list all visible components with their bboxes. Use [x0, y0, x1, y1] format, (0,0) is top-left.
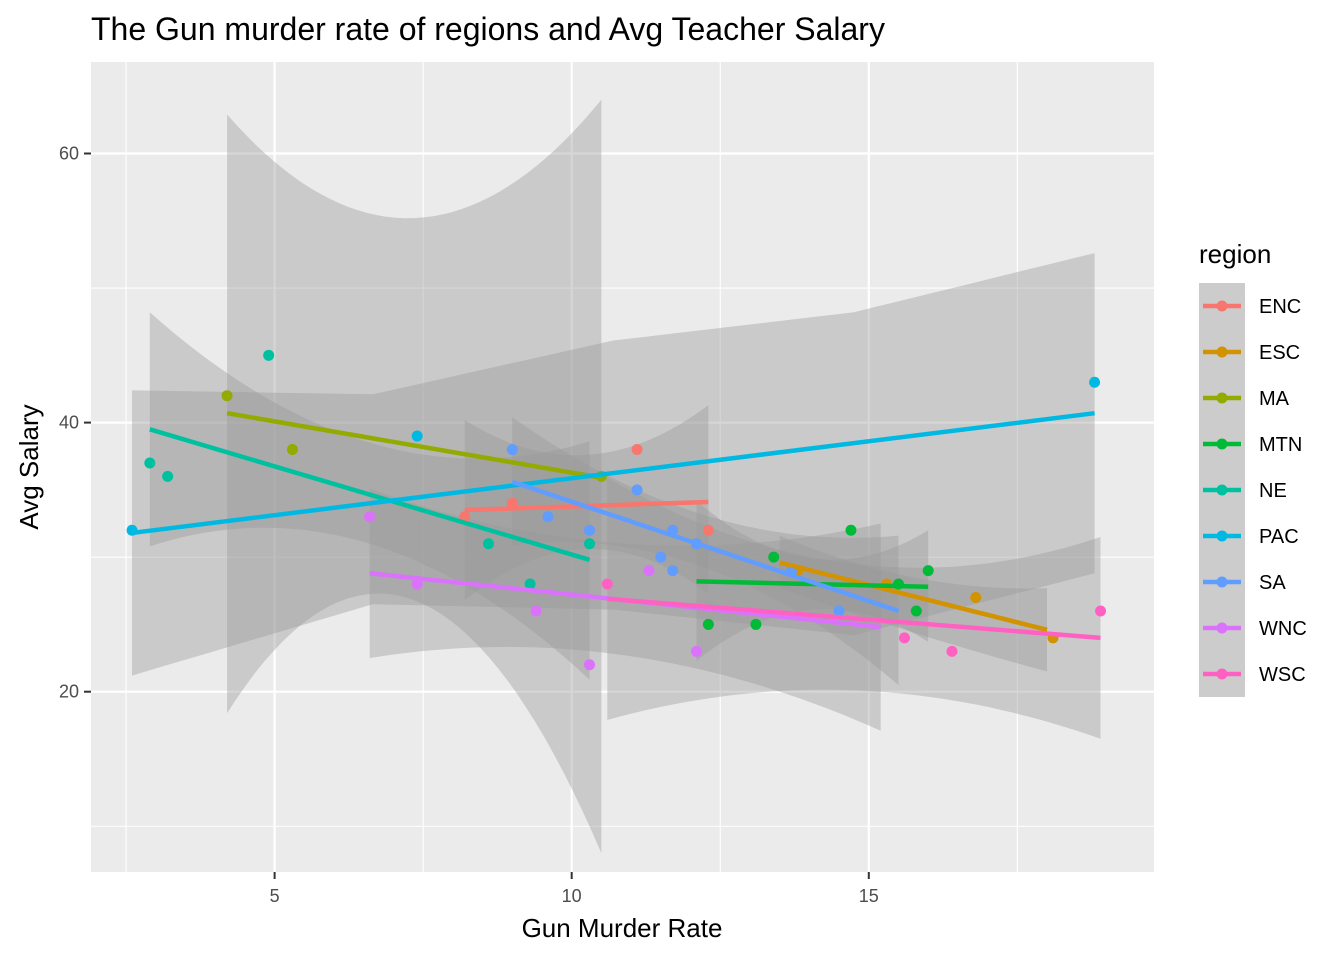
y-tick-label: 20: [59, 682, 79, 702]
data-point-mtn: [750, 618, 762, 630]
data-point-enc: [702, 524, 714, 536]
legend-key-point: [1216, 438, 1228, 450]
data-point-pac: [1089, 376, 1101, 388]
data-point-wnc: [690, 645, 702, 657]
data-point-ne: [524, 578, 536, 590]
data-point-esc: [970, 592, 982, 604]
data-point-wnc: [530, 605, 542, 617]
fit-lines: [131, 410, 1101, 641]
confidence-bands: [132, 99, 1101, 854]
legend-key-point: [1216, 484, 1228, 496]
fit-line-ma: [226, 410, 602, 480]
fit-line-wsc: [607, 596, 1101, 641]
data-point-mtn: [702, 618, 714, 630]
y-axis-ticks: 20 40 60: [59, 143, 91, 702]
fit-line-ne: [149, 427, 591, 562]
data-point-ma: [221, 390, 233, 402]
legend-label: NE: [1259, 480, 1287, 502]
data-point-sa: [506, 444, 518, 456]
legend-key-point: [1216, 392, 1228, 404]
confidence-band-pac: [132, 253, 1095, 676]
data-point-sa: [584, 524, 596, 536]
data-point-ne: [584, 538, 596, 550]
data-point-wsc: [898, 632, 910, 644]
confidence-band-esc: [779, 535, 1047, 672]
confidence-band-sa: [512, 417, 899, 685]
data-point-wnc: [411, 578, 423, 590]
legend-item-esc: ESC: [1199, 329, 1300, 375]
chart-title: The Gun murder rate of regions and Avg T…: [91, 11, 885, 47]
legend-label: WSC: [1259, 664, 1306, 686]
x-axis-ticks: 5 10 15: [270, 872, 879, 906]
data-point-mtn: [768, 551, 780, 563]
legend-item-sa: SA: [1199, 559, 1286, 605]
data-point-wnc: [584, 659, 596, 671]
legend-label: MTN: [1259, 434, 1302, 456]
legend-label: ESC: [1259, 342, 1300, 364]
legend: region ENC ESC MA MTN NE PAC SA WNC WSC: [1199, 239, 1307, 697]
data-point-wnc: [643, 565, 655, 577]
data-point-ne: [263, 349, 275, 361]
data-point-enc: [506, 497, 518, 509]
y-tick-label: 60: [59, 143, 79, 163]
legend-item-mtn: MTN: [1199, 421, 1302, 467]
legend-key-point: [1216, 346, 1228, 358]
legend-key-point: [1216, 668, 1228, 680]
data-point-wnc: [364, 511, 376, 523]
data-point-wsc: [1095, 605, 1107, 617]
confidence-band-wnc: [369, 488, 881, 731]
legend-key-point: [1216, 576, 1228, 588]
x-tick-label: 5: [270, 886, 280, 906]
legend-item-wnc: WNC: [1199, 605, 1307, 651]
y-axis-title: Avg Salary: [14, 404, 44, 529]
confidence-band-ma: [227, 99, 602, 854]
fit-line-sa: [511, 479, 900, 614]
legend-item-enc: ENC: [1199, 283, 1301, 329]
legend-label: ENC: [1259, 296, 1301, 318]
minor-gridlines: [91, 62, 1154, 872]
data-point-ma: [286, 444, 298, 456]
y-tick-label: 40: [59, 413, 79, 433]
data-point-mtn: [922, 565, 934, 577]
confidence-band-wsc: [607, 477, 1101, 739]
legend-item-ma: MA: [1199, 375, 1290, 421]
data-point-mtn: [845, 524, 857, 536]
data-point-sa: [833, 605, 845, 617]
x-axis-title: Gun Murder Rate: [522, 913, 723, 943]
data-point-enc: [631, 444, 643, 456]
data-point-ne: [483, 538, 495, 550]
data-point-pac: [411, 430, 423, 442]
data-point-ne: [144, 457, 156, 469]
confidence-band-enc: [464, 405, 709, 601]
fit-line-esc: [779, 560, 1048, 632]
legend-label: SA: [1259, 572, 1286, 594]
legend-label: MA: [1259, 388, 1290, 410]
data-point-mtn: [910, 605, 922, 617]
data-point-sa: [667, 565, 679, 577]
data-point-sa: [631, 484, 643, 496]
legend-item-pac: PAC: [1199, 513, 1299, 559]
legend-key-point: [1216, 530, 1228, 542]
x-tick-label: 10: [562, 886, 582, 906]
plot-panel: [91, 62, 1154, 872]
legend-key-point: [1216, 622, 1228, 634]
x-tick-label: 15: [859, 886, 879, 906]
major-gridlines: [91, 62, 1154, 872]
data-point-wsc: [946, 645, 958, 657]
legend-label: WNC: [1259, 618, 1307, 640]
data-point-sa: [655, 551, 667, 563]
legend-item-ne: NE: [1199, 467, 1287, 513]
legend-key-point: [1216, 300, 1228, 312]
legend-title: region: [1199, 239, 1271, 269]
legend-label: PAC: [1259, 526, 1299, 548]
legend-item-wsc: WSC: [1199, 651, 1306, 697]
fit-line-pac: [131, 410, 1095, 536]
data-point-ne: [162, 470, 174, 482]
data-point-sa: [542, 511, 554, 523]
data-point-wsc: [601, 578, 613, 590]
data-point-enc: [459, 511, 471, 523]
